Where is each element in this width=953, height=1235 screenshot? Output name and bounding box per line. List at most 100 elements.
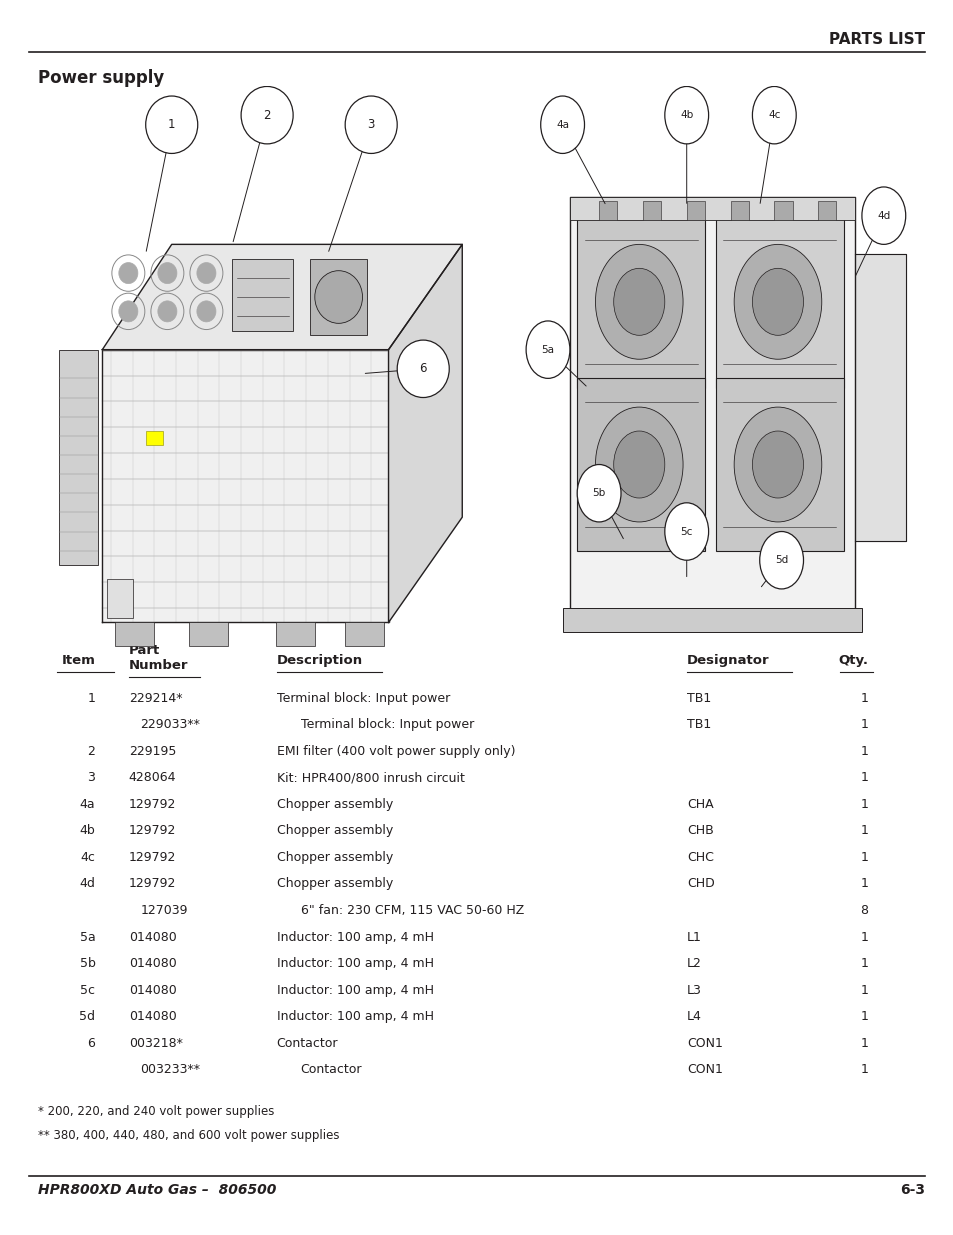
Text: 003233**: 003233**	[140, 1063, 200, 1077]
Text: 4d: 4d	[876, 211, 889, 221]
Text: Designator: Designator	[686, 653, 769, 667]
Text: 3: 3	[367, 119, 375, 131]
Text: 014080: 014080	[129, 931, 176, 944]
Text: * 200, 220, and 240 volt power supplies: * 200, 220, and 240 volt power supplies	[38, 1104, 274, 1118]
Text: 6: 6	[419, 362, 427, 375]
Text: 4d: 4d	[79, 877, 95, 890]
Bar	[275, 622, 314, 646]
Circle shape	[345, 96, 396, 153]
Text: 6-3: 6-3	[900, 1183, 924, 1197]
Bar	[715, 216, 842, 388]
Text: 4b: 4b	[79, 825, 95, 837]
Circle shape	[146, 96, 197, 153]
Text: 5c: 5c	[679, 526, 692, 536]
Text: Kit: HPR400/800 inrush circuit: Kit: HPR400/800 inrush circuit	[276, 771, 464, 784]
Text: 003218*: 003218*	[129, 1037, 182, 1050]
Text: CHD: CHD	[686, 877, 714, 890]
Circle shape	[396, 340, 449, 398]
Circle shape	[241, 86, 293, 143]
Text: L2: L2	[686, 957, 701, 971]
Text: Inductor: 100 amp, 4 mH: Inductor: 100 amp, 4 mH	[276, 983, 434, 997]
Circle shape	[861, 186, 904, 245]
Text: 129792: 129792	[129, 825, 176, 837]
Text: Description: Description	[276, 653, 362, 667]
Text: 5a: 5a	[79, 931, 95, 944]
Text: L1: L1	[686, 931, 701, 944]
Bar	[233, 259, 293, 331]
Text: Power supply: Power supply	[38, 69, 164, 88]
Text: Chopper assembly: Chopper assembly	[276, 825, 393, 837]
Text: 014080: 014080	[129, 957, 176, 971]
Text: 6" fan: 230 CFM, 115 VAC 50-60 HZ: 6" fan: 230 CFM, 115 VAC 50-60 HZ	[300, 904, 523, 918]
Text: 229033**: 229033**	[140, 719, 200, 731]
Circle shape	[613, 268, 664, 336]
Circle shape	[157, 301, 176, 322]
Bar	[569, 196, 854, 220]
Bar	[562, 608, 861, 632]
Text: 6: 6	[88, 1037, 95, 1050]
Bar	[715, 378, 842, 551]
Bar	[598, 201, 617, 220]
Circle shape	[595, 245, 682, 359]
Polygon shape	[102, 245, 462, 350]
Text: 2: 2	[263, 109, 271, 122]
Circle shape	[196, 263, 215, 284]
Bar	[577, 216, 704, 388]
Text: CHB: CHB	[686, 825, 713, 837]
Text: Inductor: 100 amp, 4 mH: Inductor: 100 amp, 4 mH	[276, 1010, 434, 1024]
Text: Inductor: 100 amp, 4 mH: Inductor: 100 amp, 4 mH	[276, 957, 434, 971]
Text: EMI filter (400 volt power supply only): EMI filter (400 volt power supply only)	[276, 745, 515, 758]
Text: ** 380, 400, 440, 480, and 600 volt power supplies: ** 380, 400, 440, 480, and 600 volt powe…	[38, 1129, 339, 1142]
Text: 1: 1	[860, 692, 867, 705]
Text: 1: 1	[860, 983, 867, 997]
Polygon shape	[854, 254, 904, 541]
Text: 129792: 129792	[129, 851, 176, 864]
Text: CON1: CON1	[686, 1063, 722, 1077]
Text: 5a: 5a	[541, 345, 554, 354]
Text: Item: Item	[61, 653, 95, 667]
Text: 1: 1	[88, 692, 95, 705]
Polygon shape	[388, 245, 462, 622]
Text: 1: 1	[860, 771, 867, 784]
Bar	[189, 622, 228, 646]
Circle shape	[759, 531, 802, 589]
Circle shape	[752, 268, 802, 336]
Text: 4a: 4a	[556, 120, 569, 130]
Circle shape	[734, 245, 821, 359]
Text: CHC: CHC	[686, 851, 713, 864]
Text: 5c: 5c	[80, 983, 95, 997]
Text: 428064: 428064	[129, 771, 176, 784]
Circle shape	[314, 270, 362, 324]
Bar	[107, 579, 132, 618]
Text: Terminal block: Input power: Terminal block: Input power	[300, 719, 474, 731]
Circle shape	[734, 408, 821, 522]
Circle shape	[119, 301, 138, 322]
Text: 1: 1	[860, 825, 867, 837]
Bar	[577, 378, 704, 551]
Polygon shape	[102, 350, 388, 622]
Text: 3: 3	[88, 771, 95, 784]
Bar	[774, 201, 792, 220]
Text: 4b: 4b	[679, 110, 693, 120]
Text: 1: 1	[860, 1063, 867, 1077]
Circle shape	[540, 96, 584, 153]
Text: 4c: 4c	[767, 110, 780, 120]
Text: 1: 1	[860, 957, 867, 971]
Text: 1: 1	[860, 851, 867, 864]
Bar	[59, 350, 98, 566]
Text: 1: 1	[860, 1010, 867, 1024]
Text: 4a: 4a	[80, 798, 95, 811]
Text: 127039: 127039	[140, 904, 188, 918]
Text: TB1: TB1	[686, 692, 710, 705]
Text: L4: L4	[686, 1010, 701, 1024]
Bar	[818, 201, 836, 220]
Text: 2: 2	[88, 745, 95, 758]
Bar	[345, 622, 384, 646]
Circle shape	[752, 431, 802, 498]
Circle shape	[752, 86, 796, 143]
Text: 1: 1	[860, 745, 867, 758]
Text: TB1: TB1	[686, 719, 710, 731]
Text: Chopper assembly: Chopper assembly	[276, 851, 393, 864]
Bar	[642, 201, 660, 220]
Text: 014080: 014080	[129, 983, 176, 997]
